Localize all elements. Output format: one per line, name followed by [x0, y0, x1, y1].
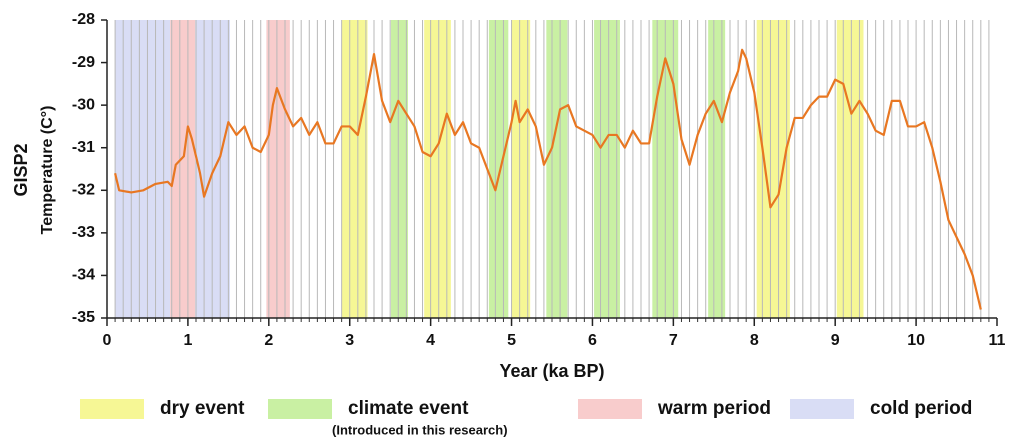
legend-label: warm period — [657, 398, 771, 419]
x-tick-label: 7 — [669, 332, 678, 349]
x-tick-label: 0 — [103, 332, 112, 349]
event-band — [266, 20, 290, 318]
y-tick-label: -31 — [72, 139, 95, 156]
legend-note: (Introduced in this research) — [332, 422, 508, 437]
x-tick-label: 5 — [507, 332, 516, 349]
x-tick-label: 6 — [588, 332, 597, 349]
event-band — [488, 20, 509, 318]
y-tick-label: -35 — [72, 309, 95, 326]
y-axis-label: GISP2 — [11, 143, 31, 196]
y-tick-label: -28 — [72, 11, 95, 28]
y-tick-label: -32 — [72, 182, 95, 199]
temperature-line — [114, 48, 982, 310]
x-tick-label: 9 — [831, 332, 840, 349]
x-tick-label: 8 — [750, 332, 759, 349]
legend-label: cold period — [870, 398, 972, 419]
x-tick-label: 1 — [183, 332, 192, 349]
event-band — [115, 20, 171, 318]
event-band — [546, 20, 568, 318]
x-tick-label: 4 — [426, 332, 435, 349]
event-band — [756, 20, 790, 318]
event-band — [594, 20, 620, 318]
x-tick-label: 3 — [345, 332, 354, 349]
y-axis-sublabel: Temperature (C°) — [39, 106, 56, 235]
y-tick-label: -33 — [72, 224, 95, 241]
y-tick-label: -29 — [72, 54, 95, 71]
legend-swatch — [268, 399, 332, 419]
x-tick-label: 10 — [907, 332, 925, 349]
x-tick-label: 11 — [989, 332, 1006, 349]
legend-swatch — [790, 399, 854, 419]
event-band — [511, 20, 531, 318]
event-band — [708, 20, 726, 318]
event-band — [341, 20, 368, 318]
legend-label: dry event — [160, 398, 245, 419]
legend-label: climate event — [348, 398, 469, 419]
x-tick-label: 2 — [264, 332, 273, 349]
event-band — [390, 20, 408, 318]
x-axis-label: Year (ka BP) — [499, 361, 604, 381]
legend-swatch — [80, 399, 144, 419]
legend-swatch — [578, 399, 642, 419]
y-tick-label: -30 — [72, 96, 95, 113]
y-tick-label: -34 — [72, 267, 95, 284]
